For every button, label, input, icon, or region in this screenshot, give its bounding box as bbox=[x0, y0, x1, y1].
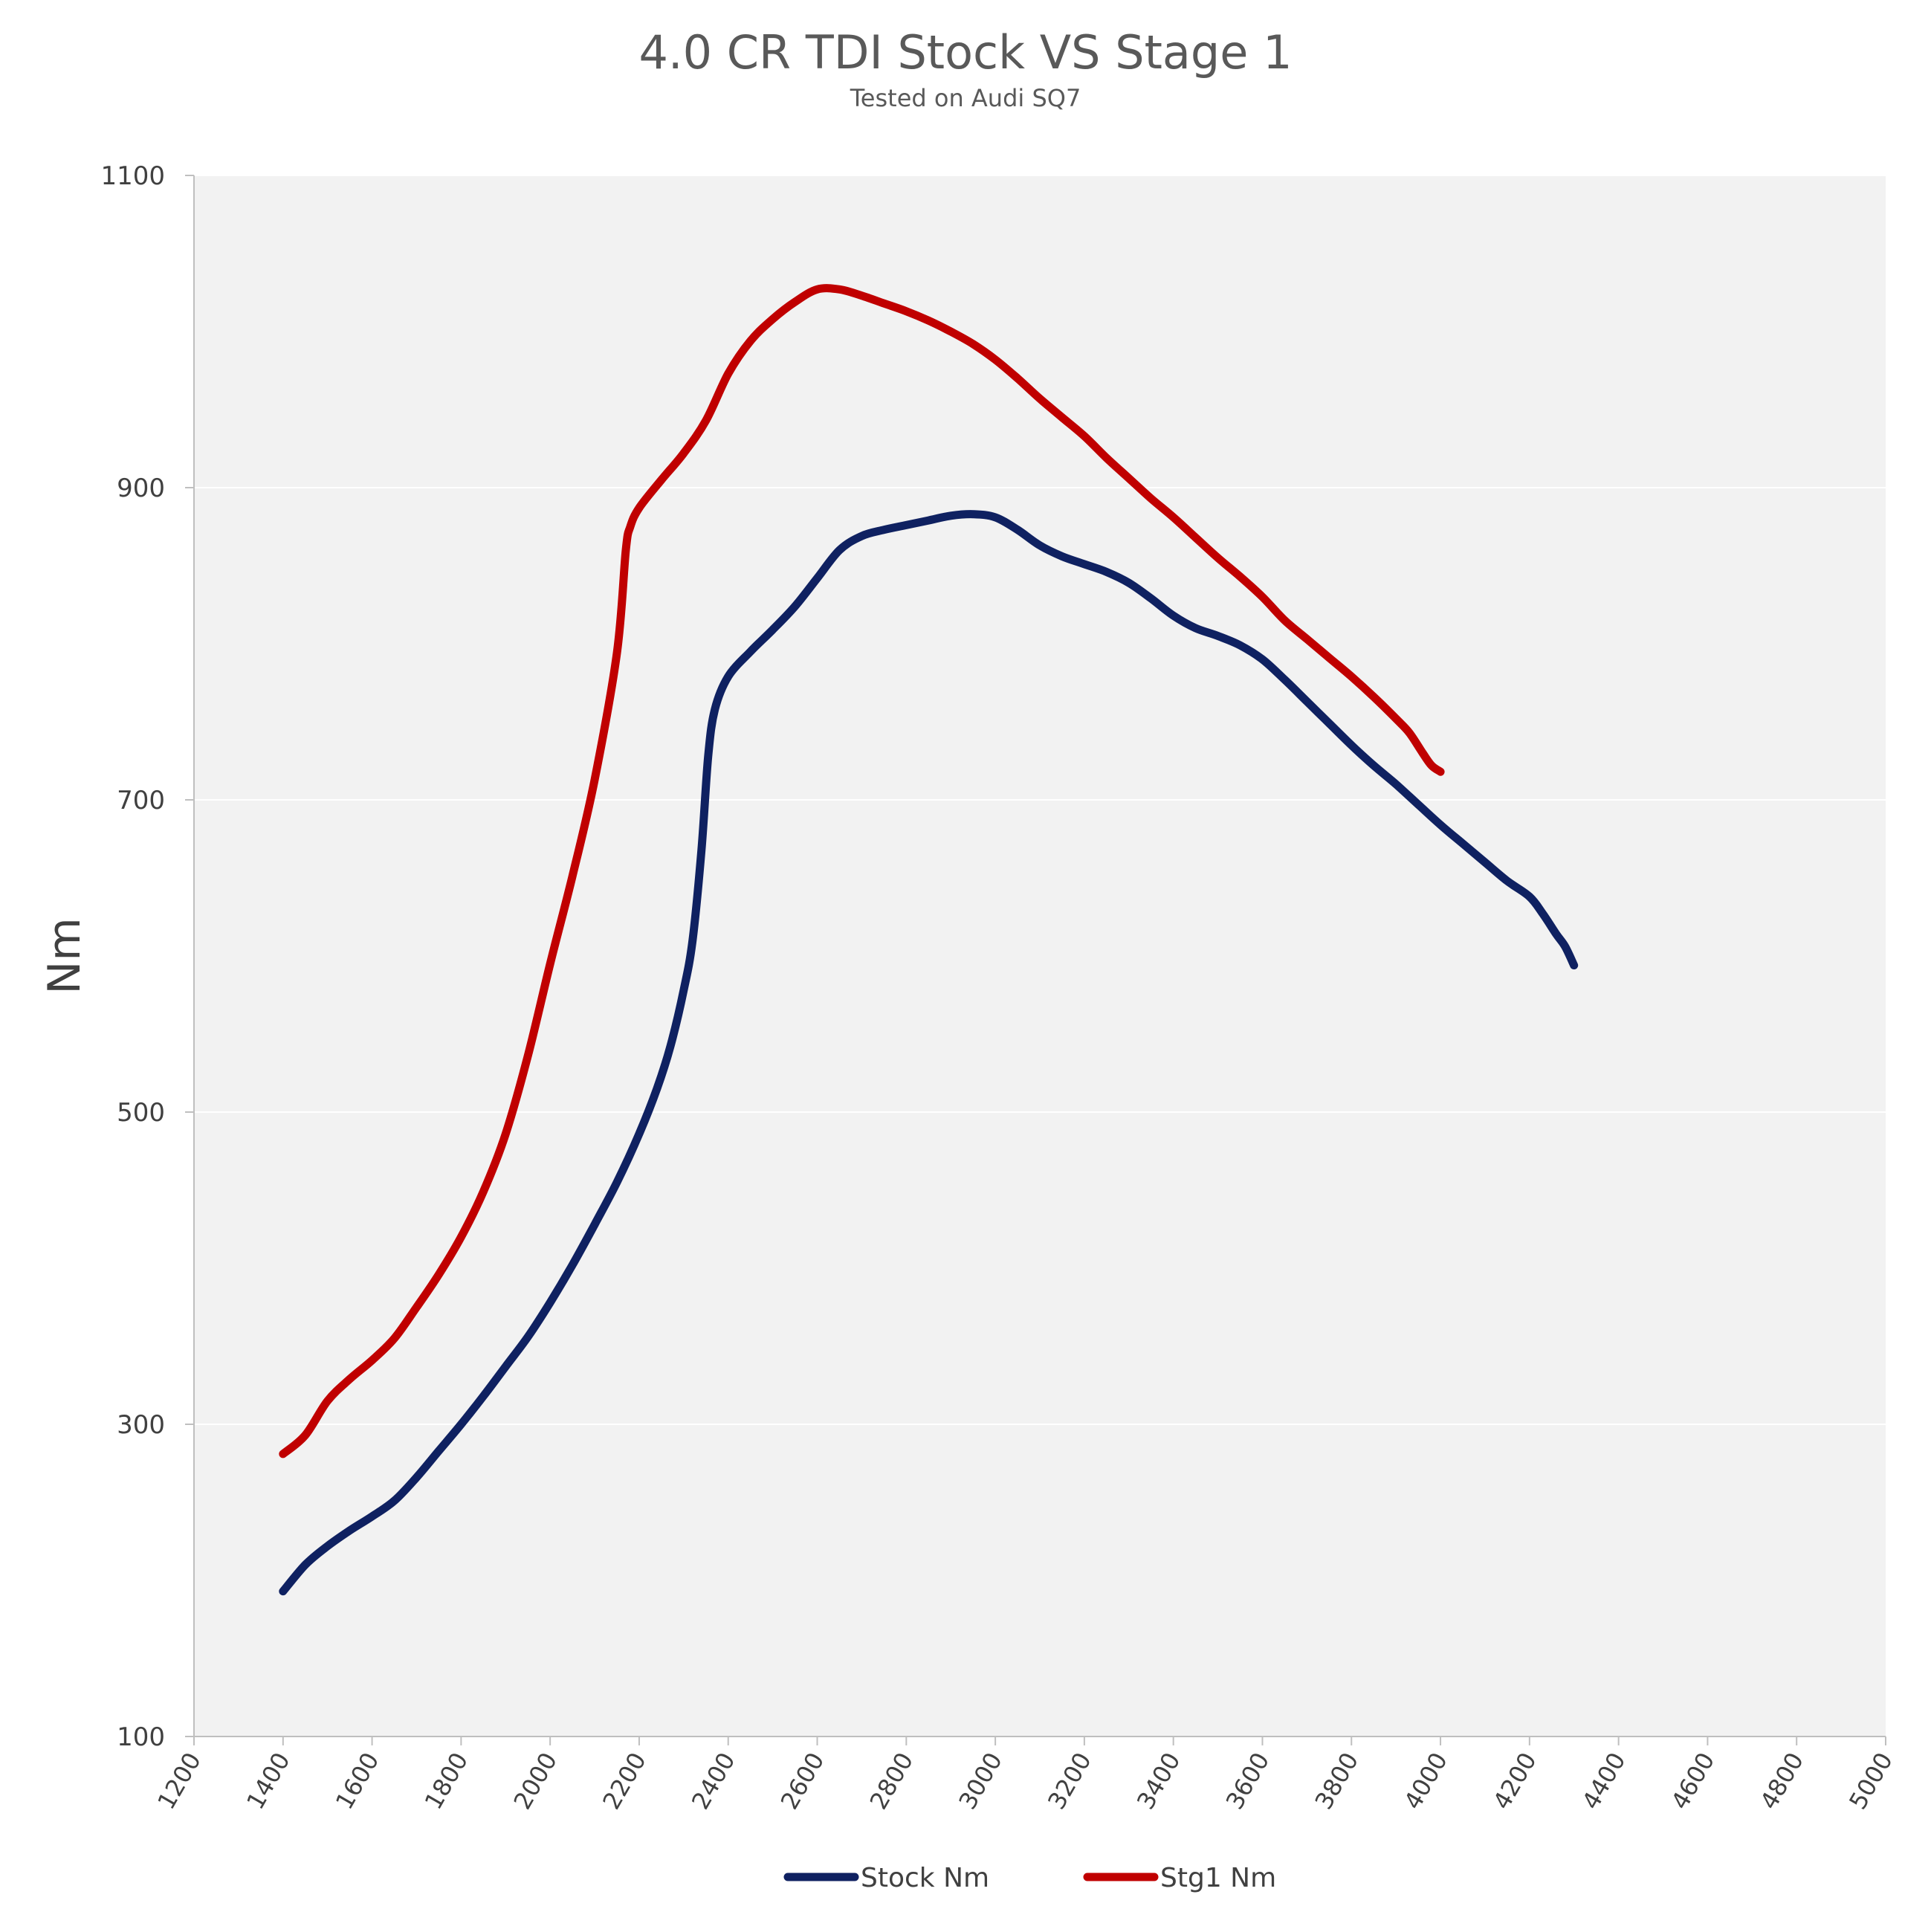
legend: Stock Nm Stg1 Nm bbox=[783, 1863, 1276, 1893]
x-tick-label: 4400 bbox=[1576, 1748, 1631, 1815]
x-tick-label: 2200 bbox=[597, 1748, 652, 1815]
series-lines bbox=[279, 284, 1579, 1596]
chart-title: 4.0 CR TDI Stock VS Stage 1 bbox=[638, 25, 1292, 80]
y-tick-label: 500 bbox=[117, 1098, 165, 1128]
x-tick-label: 4200 bbox=[1487, 1748, 1542, 1815]
x-tick-label: 1800 bbox=[419, 1748, 474, 1815]
y-tick-label: 900 bbox=[117, 474, 165, 503]
y-tick-label: 300 bbox=[117, 1410, 165, 1440]
x-tick-label: 4000 bbox=[1398, 1748, 1453, 1815]
x-axis-ticks: 1200 1400 1600 1800 2000 2200 2400 2600 2800 3000… bbox=[152, 1736, 1898, 1815]
x-tick-label: 2600 bbox=[775, 1748, 830, 1815]
x-tick-label: 5000 bbox=[1843, 1748, 1898, 1815]
series-line-1 bbox=[279, 284, 1445, 1458]
x-tick-label: 2400 bbox=[686, 1748, 741, 1815]
series-line-0 bbox=[279, 510, 1579, 1596]
x-tick-label: 3800 bbox=[1310, 1748, 1365, 1815]
x-tick-label: 3200 bbox=[1042, 1748, 1097, 1815]
gridlines bbox=[194, 175, 1886, 1425]
x-tick-label: 3000 bbox=[953, 1748, 1008, 1815]
x-tick-label: 4600 bbox=[1666, 1748, 1721, 1815]
axes bbox=[193, 175, 1886, 1737]
x-tick-label: 2800 bbox=[864, 1748, 919, 1815]
x-tick-label: 1200 bbox=[152, 1748, 207, 1815]
chart-subtitle: Tested on Audi SQ7 bbox=[850, 84, 1081, 112]
y-axis-label: Nm bbox=[39, 917, 91, 994]
y-tick-label: 700 bbox=[117, 786, 165, 815]
legend-label-0: Stock Nm bbox=[861, 1863, 989, 1893]
x-tick-label: 1400 bbox=[241, 1748, 296, 1815]
legend-label-1: Stg1 Nm bbox=[1160, 1863, 1276, 1893]
x-tick-label: 2000 bbox=[508, 1748, 563, 1815]
x-tick-label: 3400 bbox=[1131, 1748, 1186, 1815]
x-tick-label: 1600 bbox=[330, 1748, 385, 1815]
y-axis-ticks: 100 300 500 700 900 1100 bbox=[100, 161, 194, 1752]
plot-area bbox=[194, 175, 1886, 1736]
y-tick-label: 100 bbox=[117, 1722, 165, 1752]
x-tick-label: 4800 bbox=[1755, 1748, 1810, 1815]
y-tick-label: 1100 bbox=[100, 161, 165, 191]
x-tick-label: 3600 bbox=[1220, 1748, 1275, 1815]
